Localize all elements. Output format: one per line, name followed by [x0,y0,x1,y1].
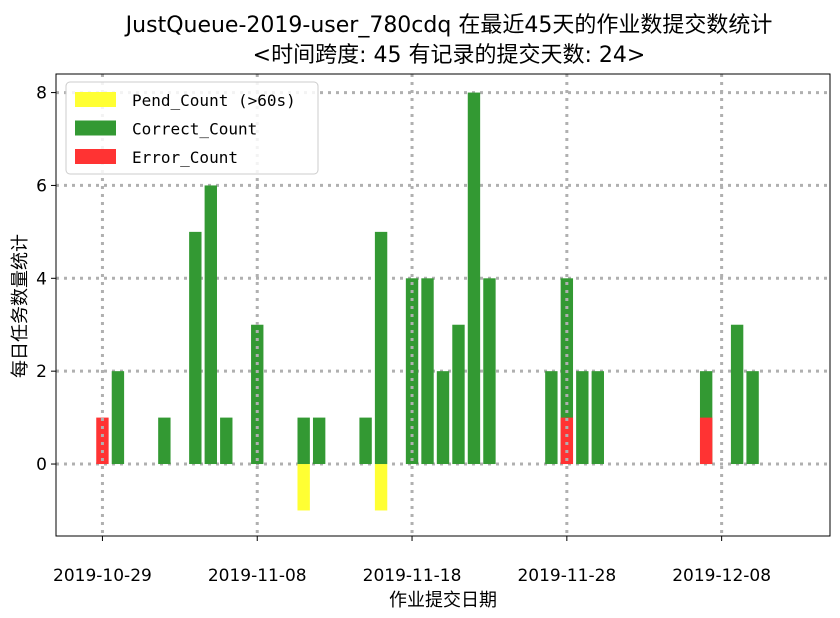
chart-title-line1: JustQueue-2019-user_780cdq 在最近45天的作业数提交数… [124,13,773,38]
bar-correct-count [591,371,604,465]
bar-pend-count-60s [297,464,310,511]
bar-correct-count [297,417,310,465]
bar-correct-count [312,417,326,465]
y-tick-label: 2 [36,362,47,382]
legend-swatch [75,120,116,136]
y-axis-ticks: 0 2 4 6 8 [36,84,56,475]
y-tick-label: 4 [36,269,47,289]
bar-error-count [560,417,574,465]
x-tick-label: 2019-11-28 [517,566,616,586]
bar-correct-count [730,324,744,465]
legend-label: Correct_Count [132,120,257,139]
legend-box [65,81,319,175]
x-axis-label: 作业提交日期 [389,590,497,611]
y-axis-label: 每日任务数量统计 [10,234,31,378]
y-tick-label: 0 [36,455,47,475]
plot-area-frame [55,73,831,537]
bar-correct-count [111,371,125,465]
bar-correct-count [452,324,465,465]
bars [96,92,759,511]
x-tick-label: 2019-10-29 [53,566,152,586]
x-tick-label: 2019-11-18 [363,566,462,586]
bar-correct-count [467,92,481,465]
bar-correct-count [576,371,589,465]
legend-swatch [75,149,116,164]
vertical-grid-overlay [100,74,724,536]
bar-pend-count-60s [374,464,388,511]
x-tick-label: 2019-12-08 [672,566,771,586]
bar-correct-count [545,371,558,465]
bar-error-count [96,417,109,465]
bar-correct-count [204,185,217,465]
bar-correct-count [421,278,434,465]
bar-correct-count [374,231,388,465]
bar-correct-count [746,371,759,465]
legend-label: Error_Count [132,148,238,167]
x-axis-ticks: 2019-10-29 2019-11-08 2019-11-18 2019-11-28… [53,536,771,586]
legend-swatch [75,92,116,107]
bar-correct-count [359,417,372,465]
bar-correct-count [436,371,450,465]
bar-correct-count [220,417,233,465]
y-tick-label: 6 [36,176,47,196]
legend: Pend_Count (>60s) Correct_Count Error_Coun… [65,81,319,175]
bar-correct-count [158,417,171,465]
chart-title-line2: <时间跨度: 45 有记录的提交天数: 24> [253,43,646,68]
x-tick-label: 2019-11-08 [208,566,307,586]
y-tick-label: 8 [36,84,47,104]
bar-correct-count [483,278,496,465]
bar-error-count [699,417,713,465]
bar-correct-count [189,231,202,465]
legend-label: Pend_Count (>60s) [132,91,296,110]
